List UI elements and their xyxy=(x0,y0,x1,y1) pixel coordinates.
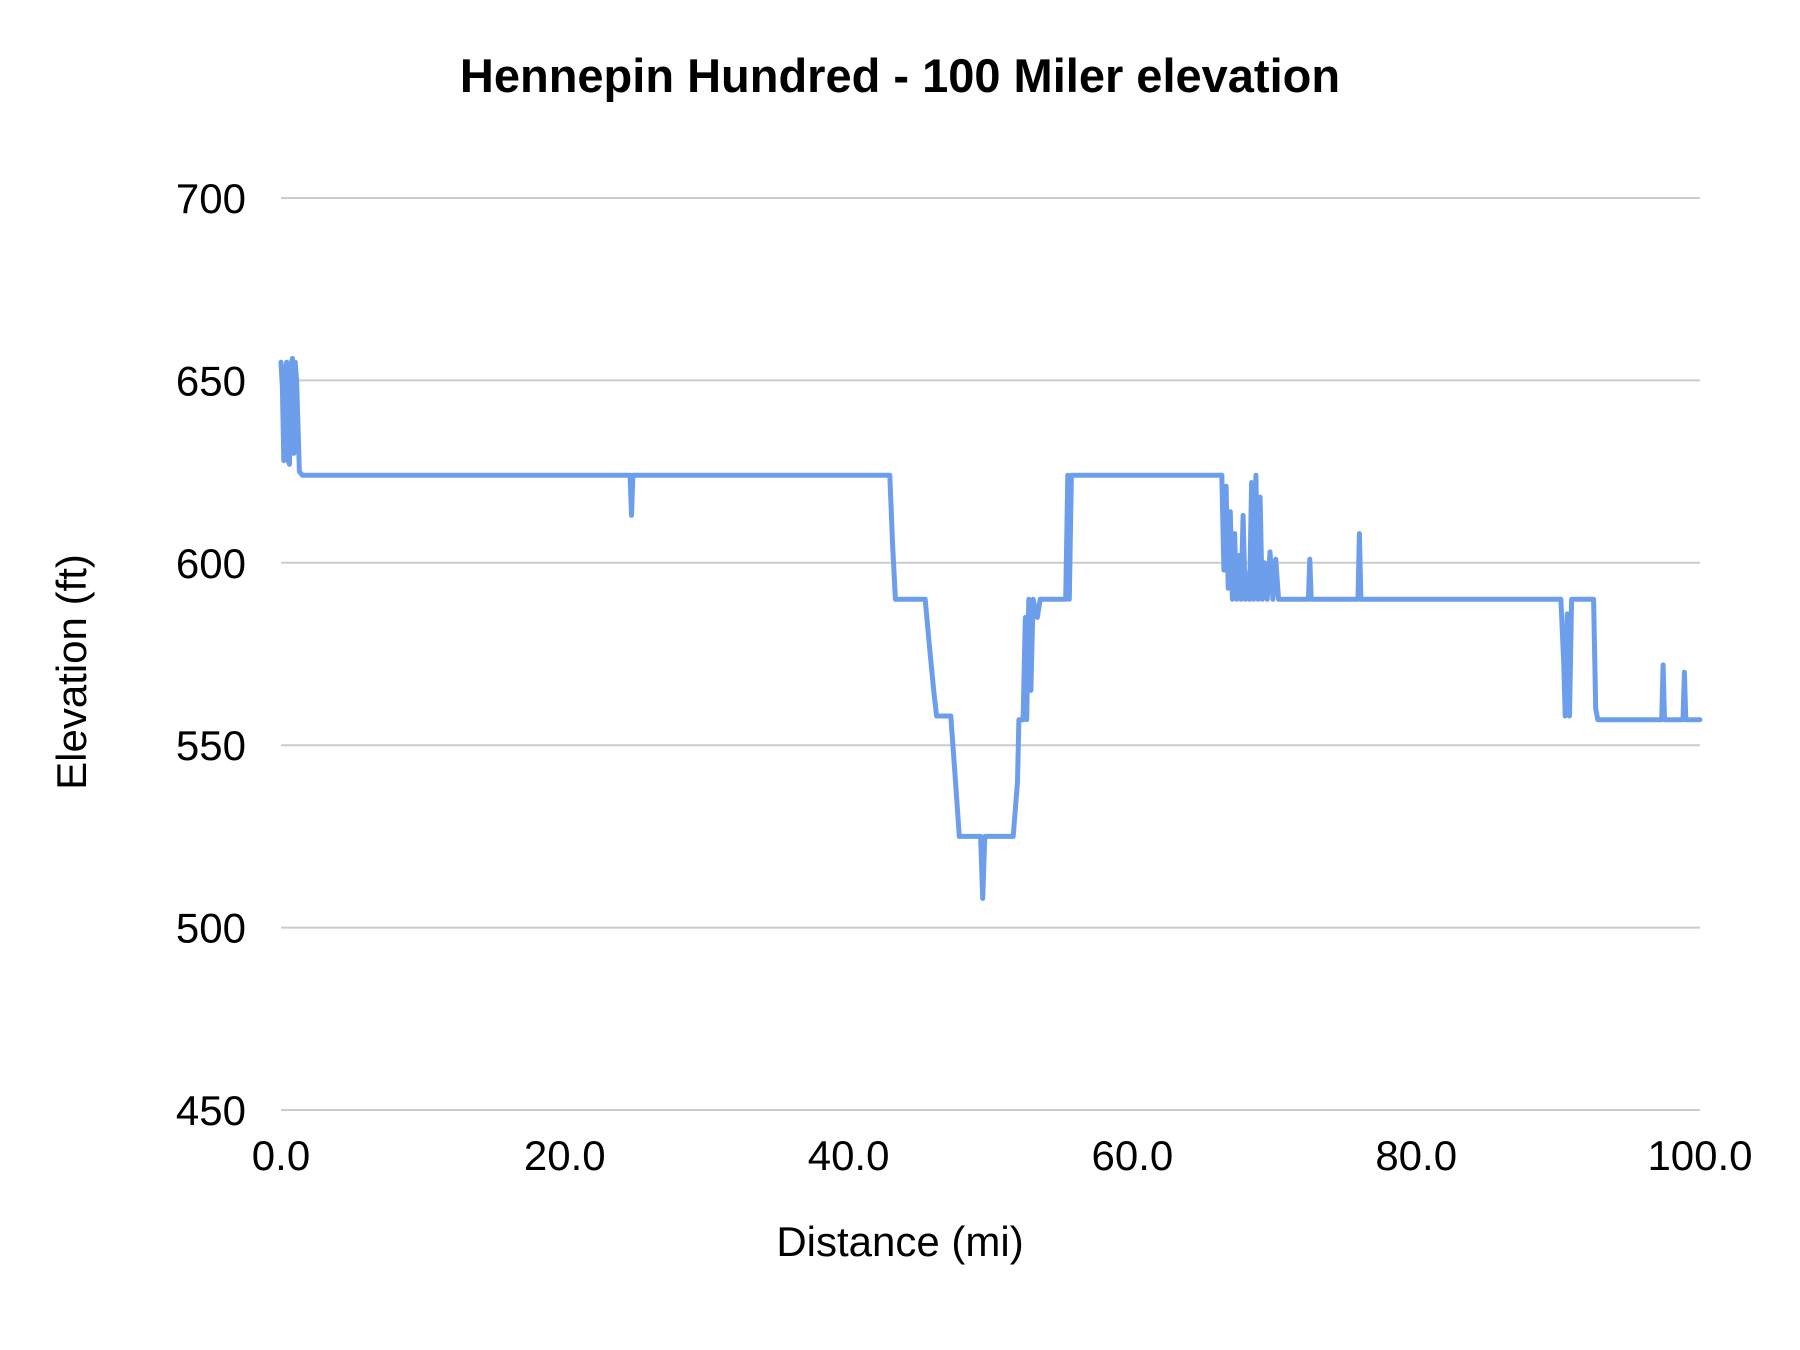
y-tick-label: 500 xyxy=(176,905,246,952)
y-tick-label: 600 xyxy=(176,540,246,587)
y-tick-label: 650 xyxy=(176,357,246,404)
x-axis-title: Distance (mi) xyxy=(776,1218,1024,1265)
x-tick-label: 0.0 xyxy=(252,1132,310,1179)
elevation-series-line xyxy=(278,356,1703,901)
x-tick-label: 100.0 xyxy=(1647,1132,1752,1179)
x-tick-label: 40.0 xyxy=(808,1132,890,1179)
y-tick-label: 700 xyxy=(176,175,246,222)
y-tick-label: 450 xyxy=(176,1087,246,1134)
chart-title: Hennepin Hundred - 100 Miler elevation xyxy=(459,49,1341,102)
x-tick-label: 80.0 xyxy=(1375,1132,1457,1179)
x-tick-label: 60.0 xyxy=(1092,1132,1174,1179)
x-tick-label: 20.0 xyxy=(524,1132,606,1179)
y-tick-label: 550 xyxy=(176,722,246,769)
